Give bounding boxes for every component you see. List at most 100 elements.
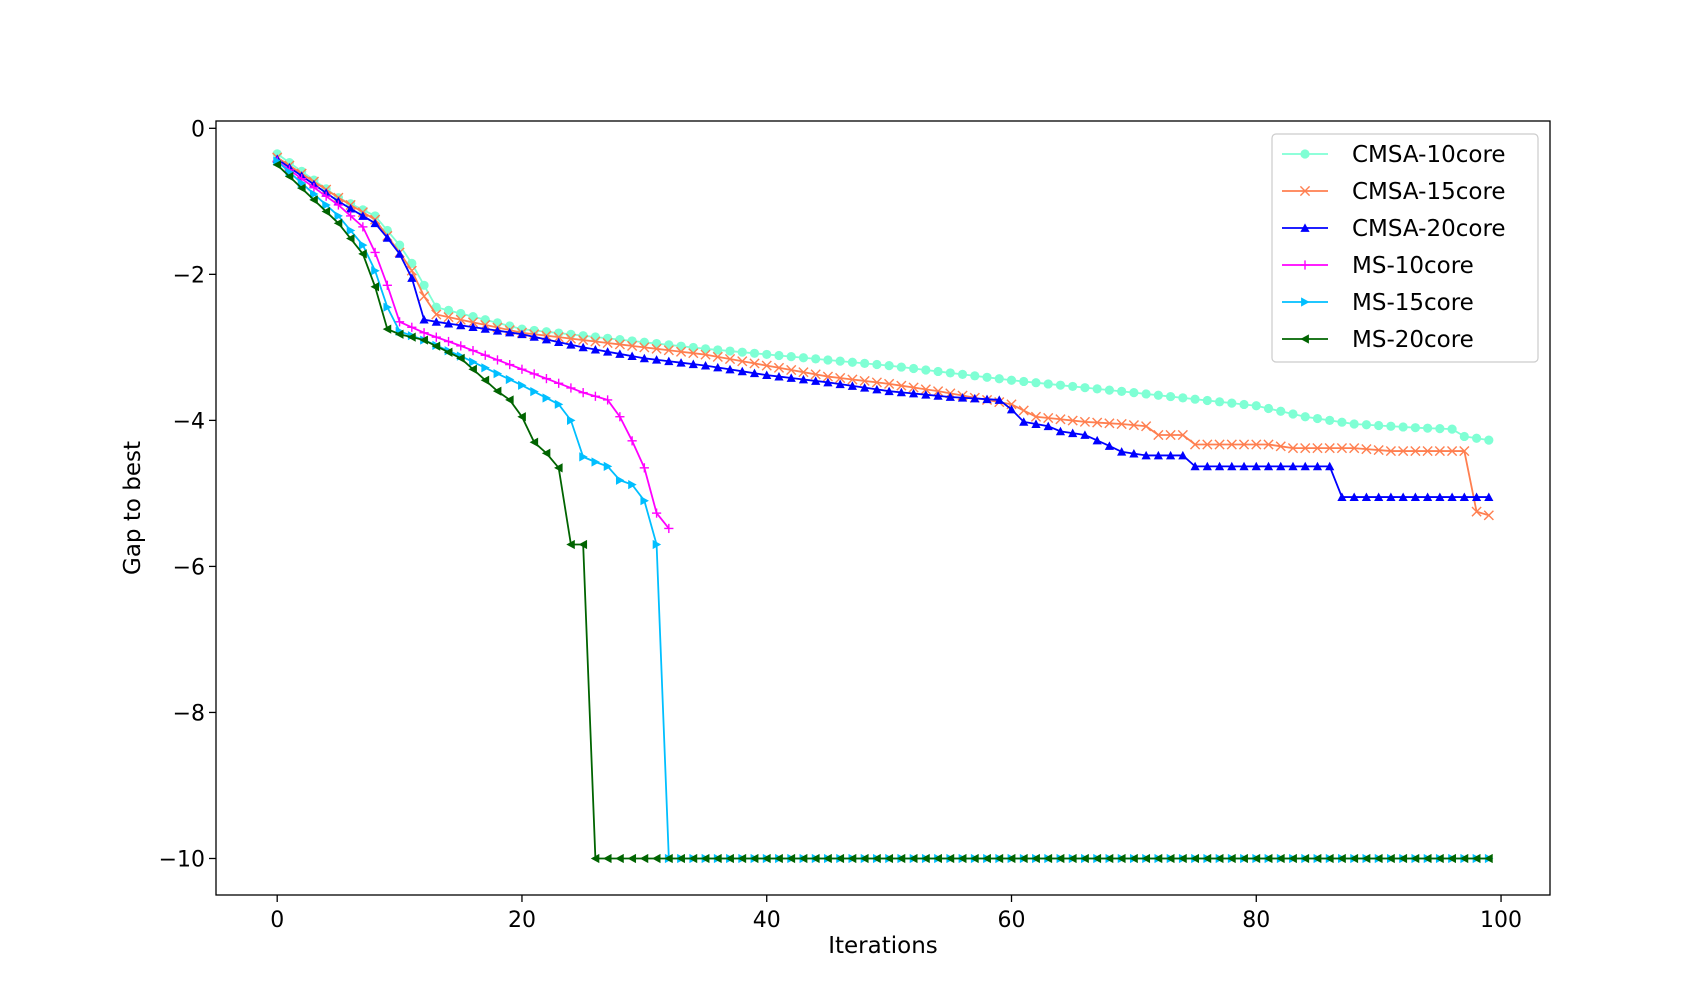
data-point xyxy=(505,327,515,337)
data-point xyxy=(480,324,490,333)
data-point xyxy=(1435,853,1444,864)
data-point xyxy=(749,348,760,358)
data-point xyxy=(786,373,796,382)
data-point xyxy=(358,211,368,220)
data-point xyxy=(810,369,821,380)
data-point xyxy=(554,399,564,409)
data-point xyxy=(431,317,441,326)
data-point xyxy=(1446,445,1458,457)
data-point xyxy=(1080,430,1090,439)
data-point xyxy=(1080,853,1089,864)
data-point xyxy=(1018,405,1029,416)
data-point xyxy=(1251,439,1262,450)
data-point xyxy=(1459,492,1469,501)
data-point xyxy=(333,200,343,210)
data-point xyxy=(394,240,405,250)
data-point xyxy=(1055,426,1066,436)
data-point xyxy=(1251,853,1261,864)
data-point xyxy=(554,463,563,473)
data-point xyxy=(737,366,747,376)
data-point xyxy=(418,291,430,302)
data-point xyxy=(1055,414,1066,425)
data-point xyxy=(1312,443,1323,454)
legend-marker xyxy=(1299,185,1311,197)
data-point xyxy=(566,383,576,393)
data-point xyxy=(468,322,478,332)
legend-label: CMSA-15core xyxy=(1352,179,1506,205)
y-tick-label: 0 xyxy=(191,117,205,142)
data-point xyxy=(835,379,845,389)
data-point xyxy=(530,387,539,397)
data-point xyxy=(1276,853,1285,864)
data-point xyxy=(675,346,687,357)
data-point xyxy=(982,394,992,404)
data-point xyxy=(431,309,442,320)
data-point xyxy=(370,282,380,292)
data-point xyxy=(982,853,991,864)
data-point xyxy=(1288,461,1298,471)
legend-entry: MS-10core xyxy=(1282,253,1474,279)
data-point xyxy=(1104,385,1115,395)
data-point xyxy=(1435,424,1445,434)
data-point xyxy=(1202,461,1212,471)
legend-entry: CMSA-20core xyxy=(1282,216,1506,242)
data-point xyxy=(1251,461,1261,471)
data-point xyxy=(346,211,356,221)
data-point xyxy=(823,355,833,365)
legend-marker xyxy=(1300,223,1310,232)
data-point xyxy=(1471,433,1482,443)
data-point xyxy=(761,360,772,371)
data-point xyxy=(724,353,736,365)
data-point xyxy=(713,345,723,355)
data-point xyxy=(529,369,539,379)
data-point xyxy=(639,463,649,473)
data-point xyxy=(456,353,465,363)
data-point xyxy=(628,480,637,490)
data-point xyxy=(1116,418,1127,430)
data-point xyxy=(1214,461,1225,471)
legend-box xyxy=(1271,133,1539,363)
data-point xyxy=(1227,461,1237,471)
x-tick-label: 60 xyxy=(998,908,1026,933)
data-point xyxy=(554,337,564,347)
data-point xyxy=(579,452,588,462)
data-point xyxy=(1300,412,1310,422)
x-tick-label: 0 xyxy=(270,908,284,933)
data-point xyxy=(590,853,600,864)
data-point xyxy=(614,339,625,350)
data-point xyxy=(700,349,711,360)
data-point xyxy=(957,853,967,864)
data-point xyxy=(517,412,526,422)
data-point xyxy=(615,349,625,358)
data-point xyxy=(970,853,979,864)
data-point xyxy=(1092,435,1102,445)
series-line xyxy=(276,153,1489,441)
data-point xyxy=(1129,853,1138,864)
data-point xyxy=(921,853,930,864)
data-point xyxy=(811,354,821,364)
data-point xyxy=(1374,853,1383,864)
data-point xyxy=(1312,461,1323,471)
data-point xyxy=(749,853,759,864)
data-point xyxy=(1043,379,1053,389)
data-point xyxy=(603,461,613,471)
data-point xyxy=(737,347,747,357)
data-point xyxy=(1055,380,1066,390)
y-tick-label: −2 xyxy=(173,263,205,288)
data-point xyxy=(407,273,417,282)
data-point xyxy=(1129,388,1139,398)
data-point xyxy=(798,374,809,384)
data-point xyxy=(921,365,931,375)
data-point xyxy=(456,308,466,319)
data-point xyxy=(443,312,454,323)
data-point xyxy=(1117,853,1126,864)
legend-label: MS-15core xyxy=(1352,290,1474,316)
data-point xyxy=(394,329,404,339)
data-point xyxy=(603,333,613,343)
legend-entry: MS-15core xyxy=(1282,290,1474,316)
data-point xyxy=(773,362,785,373)
data-point xyxy=(565,333,577,344)
data-point xyxy=(321,191,331,201)
data-point xyxy=(1374,492,1384,501)
data-point xyxy=(1189,439,1201,450)
